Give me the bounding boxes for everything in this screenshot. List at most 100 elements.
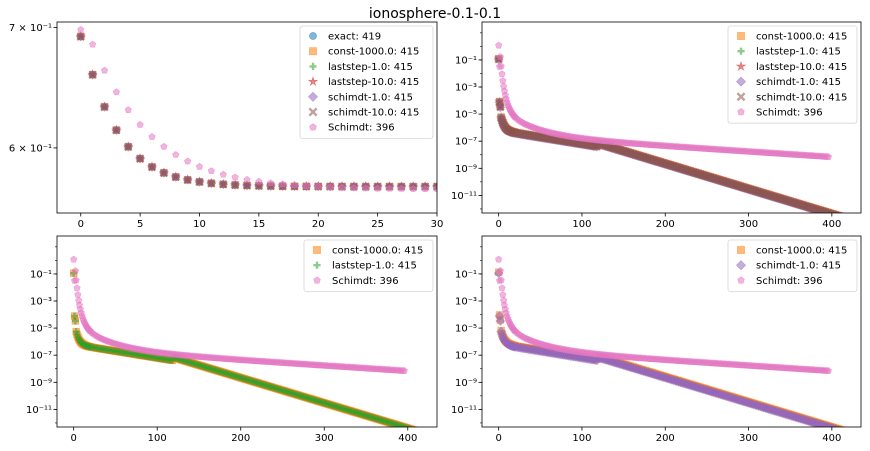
data-point	[160, 142, 168, 150]
data-point	[207, 179, 216, 188]
legend-marker	[309, 32, 317, 40]
x-tick-label: 0	[495, 433, 501, 444]
legend-label: schimdt-1.0: 415	[328, 92, 413, 103]
series-3	[70, 255, 409, 374]
data-point	[124, 106, 132, 113]
legend-box	[727, 25, 858, 124]
series-3	[495, 255, 833, 374]
data-point	[397, 184, 405, 192]
data-point	[496, 53, 504, 60]
series-7	[77, 26, 437, 193]
legend-label: const-1000.0: 415	[756, 32, 847, 43]
data-point	[408, 425, 411, 427]
legend-marker	[309, 123, 317, 131]
chart-panel-2: 0 100 200 300 400 10⁻¹ 10⁻³ 10⁻⁵ 10⁻⁷ 10⁻⁹ 10⁻¹¹ co…	[451, 21, 862, 230]
legend-marker	[735, 260, 747, 271]
data-point	[824, 153, 833, 160]
data-point	[496, 267, 504, 274]
data-point	[76, 32, 85, 41]
data-point	[496, 102, 505, 112]
data-point	[88, 70, 97, 79]
y-tick-label: 7 × 10⁻¹	[9, 23, 52, 34]
data-point	[73, 284, 81, 292]
data-point	[497, 276, 505, 284]
y-tick-label: 10⁻¹	[455, 55, 477, 66]
data-point	[400, 367, 409, 374]
x-tick-label: 200	[656, 433, 675, 444]
legend-label: schimdt-10.0: 415	[328, 108, 419, 119]
legend-label: laststep-1.0: 415	[332, 261, 417, 272]
data-point	[136, 120, 144, 128]
legend-marker	[735, 60, 747, 71]
data-point	[495, 316, 506, 326]
x-tick-label: 0	[71, 433, 77, 444]
legend-label: schimdt-1.0: 415	[756, 77, 841, 88]
legend-marker	[313, 246, 321, 254]
data-point	[243, 175, 251, 183]
legend-marker	[735, 76, 747, 87]
data-point	[401, 423, 408, 427]
data-point	[495, 255, 503, 263]
legend-marker	[737, 47, 745, 55]
y-tick-label: 10⁻³	[455, 83, 477, 94]
legend-box	[299, 25, 434, 139]
legend-marker	[737, 276, 745, 284]
legend-marker	[737, 108, 745, 116]
x-tick-label: 100	[572, 433, 591, 444]
y-tick-label: 10⁻¹¹	[451, 405, 477, 416]
data-point	[404, 424, 412, 427]
data-point	[219, 170, 227, 178]
x-tick-label: 400	[822, 433, 841, 444]
legend-marker	[736, 92, 746, 102]
y-tick-label: 10⁻¹	[455, 269, 477, 280]
series-2	[70, 269, 416, 427]
x-tick-label: 300	[315, 433, 334, 444]
legend-label: const-1000.0: 415	[756, 246, 847, 257]
data-point	[279, 180, 287, 188]
y-tick-label: 10⁻⁷	[455, 351, 477, 362]
data-point	[207, 167, 215, 174]
legend-box	[303, 239, 434, 292]
data-point	[135, 154, 145, 163]
data-point	[148, 133, 156, 140]
legend-label: Schimdt: 396	[332, 276, 399, 287]
data-point	[184, 157, 192, 165]
data-point	[242, 181, 252, 190]
y-tick-label: 10⁻³	[455, 297, 477, 308]
data-point	[219, 180, 228, 189]
data-point	[74, 291, 82, 298]
legend-label: laststep-1.0: 415	[328, 62, 413, 73]
x-tick-label: 10	[193, 219, 206, 230]
y-tick-label: 10⁻⁹	[455, 164, 477, 175]
x-tick-label: 300	[739, 433, 758, 444]
data-point	[71, 317, 79, 325]
legend-marker	[307, 75, 319, 87]
data-point	[112, 88, 120, 96]
x-tick-label: 400	[822, 219, 841, 230]
data-point	[267, 179, 275, 187]
legend-label: schimdt-10.0: 415	[756, 92, 847, 103]
x-tick-label: 200	[656, 219, 675, 230]
legend: exact: 419 const-1000.0: 415 laststep-1.0:…	[299, 25, 434, 139]
data-point	[70, 255, 78, 263]
data-point	[100, 102, 109, 112]
data-point	[433, 185, 437, 193]
data-point	[402, 424, 410, 427]
axes-frame	[481, 235, 862, 428]
chart-panel-1: 0 5 10 15 20 25 30 6 × 10⁻¹ 7 × 10⁻¹ exact: 419 co…	[9, 21, 444, 230]
x-tick-label: 200	[231, 433, 250, 444]
y-tick-label: 10⁻⁷	[455, 137, 477, 148]
legend: const-1000.0: 415 schimdt-1.0: 415 Schimdt…	[727, 239, 858, 292]
data-point	[498, 70, 506, 78]
axes-frame	[481, 21, 862, 214]
y-tick-label: 6 × 10⁻¹	[9, 143, 52, 154]
axes-frame	[56, 21, 438, 214]
figure-title: ionosphere-0.1-0.1	[369, 6, 501, 22]
x-tick-label: 100	[572, 219, 591, 230]
data-point	[171, 172, 180, 182]
x-tick-label: 30	[431, 219, 444, 230]
data-point	[124, 142, 133, 152]
plot-area	[75, 26, 437, 193]
legend-label: Schimdt: 396	[328, 123, 395, 134]
plot-area	[493, 255, 848, 427]
